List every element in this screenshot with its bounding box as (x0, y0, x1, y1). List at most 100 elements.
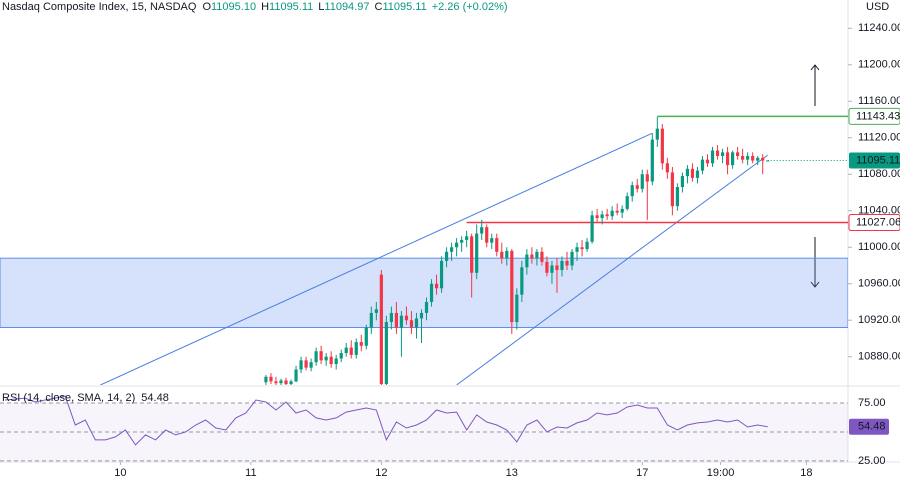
currency: USD (866, 1, 889, 13)
x-tick-label: 17 (636, 467, 648, 479)
candle-body (720, 152, 725, 157)
candle-body (650, 139, 654, 182)
candle-body (475, 233, 479, 273)
candle-body (439, 260, 444, 289)
y-tick-label: 11080.00 (858, 168, 900, 180)
rsi-value-label: 54.48 (858, 421, 886, 433)
y-tick-label: 11200.00 (858, 59, 900, 71)
candle-body (369, 312, 373, 328)
candle-body (309, 362, 313, 368)
candle-body (354, 342, 358, 355)
last-price-label: 11095.11 (856, 154, 900, 166)
candle-body (449, 247, 454, 252)
x-tick-label: 13 (506, 467, 518, 479)
candle-body (495, 238, 499, 252)
candle-body (404, 315, 409, 321)
y-tick-label: 11160.00 (858, 95, 900, 107)
candle-body (444, 251, 449, 261)
y-tick-label: 11000.00 (858, 241, 900, 253)
candle-body (550, 265, 554, 273)
x-tick-label: 19:00 (707, 467, 735, 479)
candle-body (334, 358, 338, 365)
candle-body (625, 196, 629, 209)
candle-body (665, 163, 669, 173)
candle-body (675, 187, 679, 207)
candle-body (299, 360, 303, 370)
trendline (456, 154, 769, 385)
candle-body (399, 315, 404, 328)
candle-body (725, 152, 730, 166)
candle-body (349, 347, 353, 355)
candle-body (424, 301, 429, 313)
candle-body (565, 260, 569, 266)
candle-body (640, 174, 644, 189)
change: +2.26 (+0.02%) (431, 1, 508, 13)
legend-header: Nasdaq Composite Index, 15, NASDAQ O11095… (2, 1, 513, 13)
y-tick-label: 10960.00 (858, 278, 900, 290)
candle-body (344, 347, 348, 354)
candle-body (294, 369, 298, 382)
candle-body (575, 247, 579, 252)
candle-body (324, 356, 328, 361)
y-tick-label: 10880.00 (858, 351, 900, 363)
ohlc-label: O (202, 1, 211, 13)
symbol-title: Nasdaq Composite Index, 15, NASDAQ (2, 1, 197, 13)
rsi-value-box (849, 418, 889, 435)
rectangle-zone (0, 257, 848, 329)
ohlc-label: C (374, 1, 383, 13)
arrow-up (810, 64, 820, 106)
candle-body (670, 172, 674, 207)
candle-body (359, 342, 363, 346)
candle-body (545, 261, 549, 273)
candle-body (605, 214, 609, 217)
candle-body (751, 156, 755, 161)
candle-body (715, 150, 720, 157)
x-tick-label: 12 (375, 467, 387, 479)
candle-body (615, 210, 619, 213)
candle-body (705, 159, 710, 164)
last-price-box (849, 152, 900, 169)
candle-body (766, 160, 770, 162)
arrow-down (810, 237, 820, 288)
candle-body (746, 156, 750, 160)
candle-body (289, 381, 293, 385)
rsi-line (4, 395, 768, 446)
ohlc-value: 11095.11 (269, 1, 314, 13)
candle-body (515, 294, 519, 323)
x-tick-label: 11 (245, 467, 256, 479)
candle-body (264, 376, 268, 383)
candle-body (314, 351, 318, 363)
candle-body (379, 274, 383, 385)
candle-body (389, 312, 393, 323)
candle-body (269, 376, 273, 382)
candle-body (630, 185, 634, 197)
candle-body (535, 251, 539, 259)
candle-body (364, 327, 368, 346)
y-tick-label: 10920.00 (858, 314, 900, 326)
candle-body (710, 150, 715, 164)
candle-body (284, 380, 288, 385)
candle-body (274, 381, 278, 384)
ohlc-label: H (261, 1, 270, 13)
ohlc-value: 11095.11 (382, 1, 427, 13)
ohlc-value: 11094.97 (324, 1, 370, 13)
candle-body (520, 267, 524, 295)
candle-body (429, 283, 434, 302)
price-pane (0, 115, 848, 385)
ohlc-value: 11095.10 (211, 1, 257, 13)
candle-body (374, 309, 378, 313)
trendline (100, 132, 653, 385)
candle-body (660, 128, 664, 164)
candle-body (394, 312, 399, 328)
candle-body (510, 250, 514, 323)
y-tick-label: 75.00 (858, 397, 886, 409)
y-tick-label: 25.00 (858, 455, 886, 467)
rsi-title: RSI (14, close, SMA, 14, 2) (2, 392, 135, 404)
candle-body (465, 236, 469, 240)
price-label: 11143.43 (856, 110, 900, 122)
candle-body (580, 247, 584, 250)
ohlc-label: L (318, 1, 325, 13)
candle-body (414, 318, 419, 328)
candle-body (741, 156, 745, 160)
